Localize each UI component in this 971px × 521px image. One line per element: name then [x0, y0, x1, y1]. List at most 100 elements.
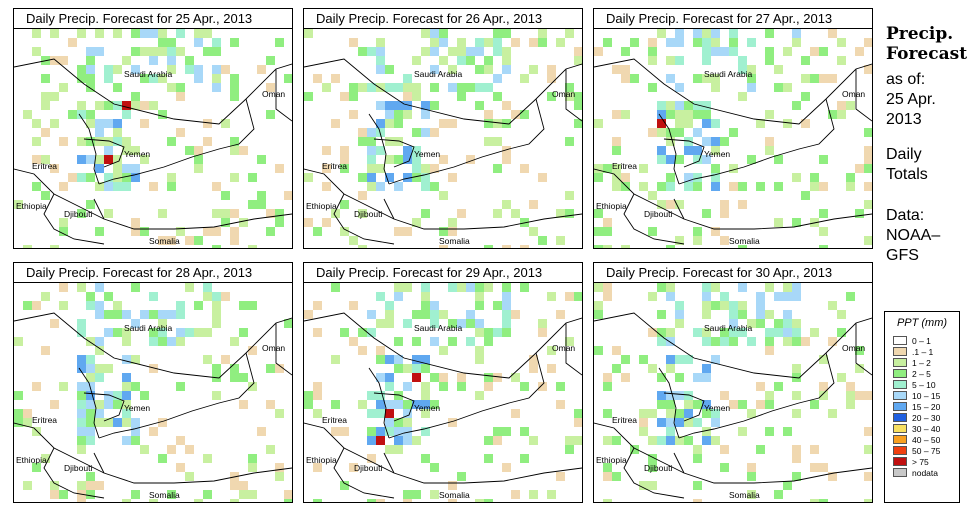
precip-cell — [765, 391, 774, 400]
precip-cell — [131, 101, 140, 110]
precip-cell — [594, 164, 603, 173]
precip-cell — [756, 301, 765, 310]
precip-cell — [801, 56, 810, 65]
precip-cell — [774, 382, 783, 391]
precip-cell — [666, 427, 675, 436]
precip-cell — [475, 283, 484, 292]
precip-cell — [158, 47, 167, 56]
precip-cell — [792, 319, 801, 328]
country-label: Saudi Arabia — [414, 69, 462, 79]
precip-cell — [358, 245, 367, 248]
precip-cell — [194, 499, 203, 502]
precip-cell — [711, 173, 720, 182]
panel-title: Daily Precip. Forecast for 26 Apr., 2013 — [304, 9, 582, 29]
country-label: Saudi Arabia — [414, 323, 462, 333]
precip-cell — [702, 427, 711, 436]
precip-cell — [765, 346, 774, 355]
precip-cell — [738, 400, 747, 409]
precip-cell — [738, 200, 747, 209]
precip-cell — [657, 101, 666, 110]
precip-cell — [149, 310, 158, 319]
precip-cell — [376, 65, 385, 74]
precip-cell — [176, 337, 185, 346]
precip-cell — [248, 454, 257, 463]
precip-cell — [547, 364, 556, 373]
precip-cell — [77, 418, 86, 427]
precip-cell — [394, 101, 403, 110]
precip-cell — [774, 218, 783, 227]
precip-cell — [77, 499, 86, 502]
precip-cell — [657, 373, 666, 382]
precip-cell — [194, 155, 203, 164]
precip-cell — [801, 337, 810, 346]
precip-cell — [603, 499, 612, 502]
precip-cell — [194, 328, 203, 337]
precip-cell — [403, 92, 412, 101]
precip-cell — [675, 391, 684, 400]
precip-cell — [203, 292, 212, 301]
map-svg: Saudi Arabia Oman Yemen Eritrea Ethiopia Djib… — [304, 283, 582, 502]
precip-cell — [756, 445, 765, 454]
legend-swatch — [893, 347, 907, 356]
precip-cell — [167, 337, 176, 346]
precip-cell — [140, 74, 149, 83]
precip-cell — [176, 92, 185, 101]
precip-cell — [792, 101, 801, 110]
precip-cell — [738, 427, 747, 436]
precip-cell — [313, 301, 322, 310]
precip-cell — [50, 490, 59, 499]
precip-cell — [666, 38, 675, 47]
border-line — [43, 193, 105, 245]
border-line — [658, 367, 680, 439]
precip-cell — [304, 400, 313, 409]
precip-cell — [720, 445, 729, 454]
precip-cell — [439, 191, 448, 200]
precip-cell — [403, 110, 412, 119]
precip-cell — [648, 47, 657, 56]
precip-cell — [603, 373, 612, 382]
precip-cell — [86, 119, 95, 128]
precip-cell — [493, 301, 502, 310]
precip-cell — [158, 29, 167, 38]
precip-cell — [203, 283, 212, 292]
precip-cell — [77, 355, 86, 364]
precip-cell — [349, 83, 358, 92]
precip-cell — [855, 364, 864, 373]
precip-cell — [837, 310, 846, 319]
precip-cell — [855, 346, 864, 355]
precip-cell — [113, 328, 122, 337]
precip-cell — [565, 191, 574, 200]
precip-cell — [59, 56, 68, 65]
precip-cell — [448, 499, 457, 502]
precip-cell — [648, 463, 657, 472]
totals-block: Daily Totals — [886, 145, 928, 185]
precip-cell — [221, 209, 230, 218]
precip-cell — [41, 346, 50, 355]
precip-cell — [756, 400, 765, 409]
precip-cell — [621, 373, 630, 382]
precip-cell — [122, 328, 131, 337]
precip-cell — [792, 337, 801, 346]
precip-cell — [131, 427, 140, 436]
precip-cell — [502, 427, 511, 436]
precip-cell — [149, 499, 158, 502]
precip-cell — [86, 472, 95, 481]
precip-cell — [702, 101, 711, 110]
totals-line2: Totals — [886, 166, 928, 183]
precip-cell — [50, 92, 59, 101]
asof-date-line2: 2013 — [886, 111, 922, 128]
precip-cell — [86, 56, 95, 65]
precip-map: Saudi Arabia Oman Yemen Eritrea Ethiopia Djib… — [304, 283, 582, 502]
precip-cell — [59, 83, 68, 92]
precip-cell — [657, 29, 666, 38]
precip-cell — [475, 83, 484, 92]
precip-cell — [77, 209, 86, 218]
precip-cell — [612, 346, 621, 355]
precip-cell — [747, 38, 756, 47]
precip-cell — [367, 436, 376, 445]
precip-cell — [203, 454, 212, 463]
precip-cell — [32, 29, 41, 38]
precip-cell — [122, 355, 131, 364]
legend-label: 1 – 2 — [912, 357, 931, 368]
